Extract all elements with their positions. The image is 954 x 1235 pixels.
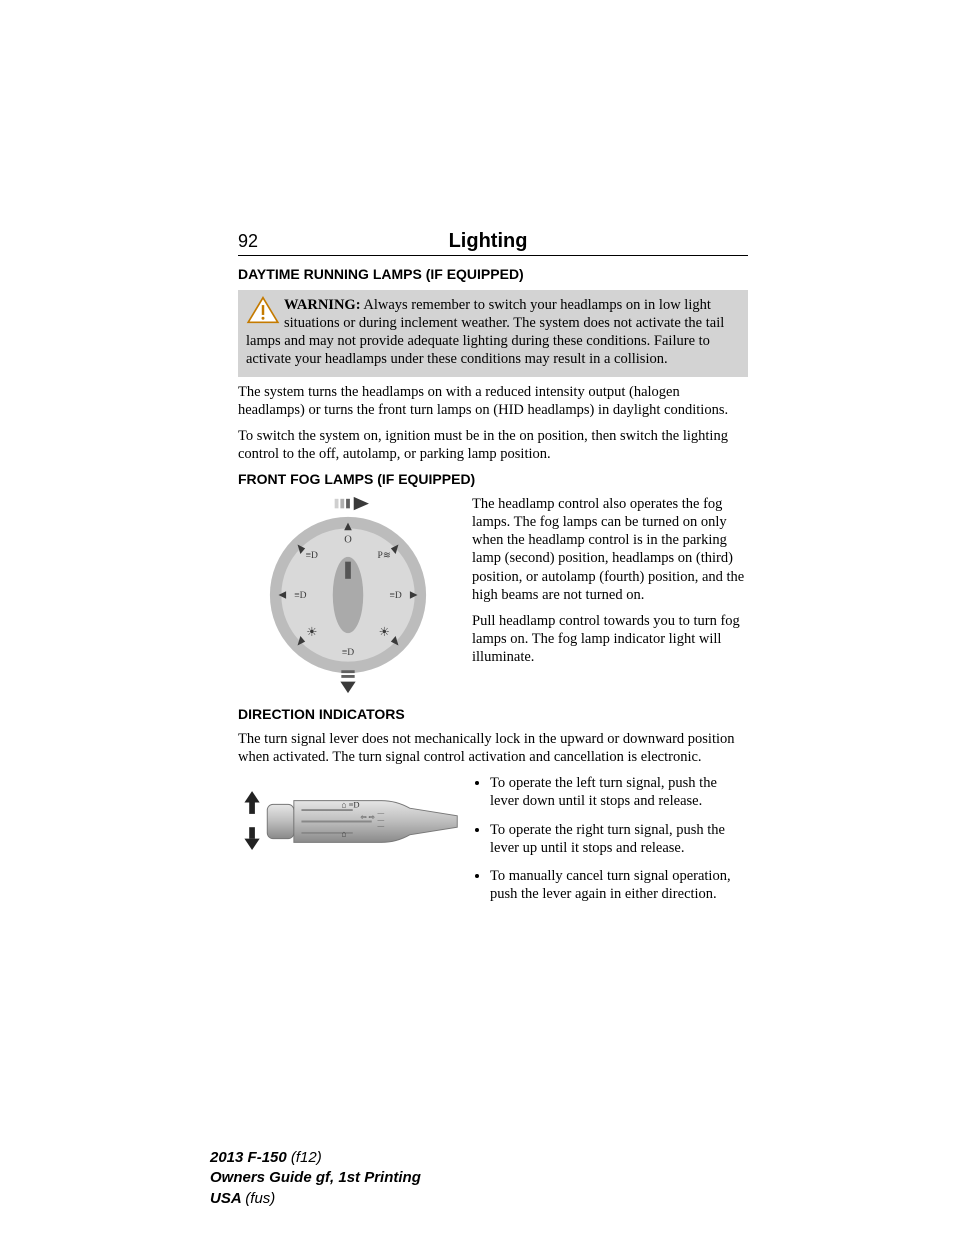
svg-text:—: — bbox=[376, 823, 384, 830]
body-paragraph: To switch the system on, ignition must b… bbox=[238, 427, 748, 463]
footer-guide: Owners Guide gf, 1st Printing bbox=[210, 1168, 421, 1188]
list-item: To manually cancel turn signal operation… bbox=[490, 867, 748, 903]
svg-text:☀: ☀ bbox=[379, 625, 390, 639]
svg-text:⇦ ⇨: ⇦ ⇨ bbox=[360, 813, 375, 822]
svg-text:⌂ ≡D: ⌂ ≡D bbox=[341, 800, 359, 810]
warning-box: WARNING: Always remember to switch your … bbox=[238, 290, 748, 377]
warning-triangle-icon bbox=[246, 296, 280, 324]
footer-region-code: (fus) bbox=[245, 1190, 275, 1207]
body-paragraph: The system turns the headlamps on with a… bbox=[238, 383, 748, 419]
svg-text:≡D: ≡D bbox=[389, 591, 401, 601]
svg-text:≡D: ≡D bbox=[306, 551, 318, 561]
warning-label: WARNING: bbox=[284, 297, 361, 313]
page-header: 92 Lighting bbox=[238, 230, 748, 256]
svg-text:P≋: P≋ bbox=[378, 551, 391, 561]
list-item: To operate the left turn signal, push th… bbox=[490, 774, 748, 810]
footer-model-code: (f12) bbox=[291, 1149, 322, 1166]
footer: 2013 F-150 (f12) Owners Guide gf, 1st Pr… bbox=[210, 1148, 421, 1209]
body-paragraph: The headlamp control also operates the f… bbox=[472, 495, 748, 604]
body-paragraph: The turn signal lever does not mechanica… bbox=[238, 730, 748, 766]
headlamp-dial-figure: O P≋ ≡D ☀ ≡D ☀ ≡D ≡D bbox=[238, 495, 458, 700]
direction-bullets: To operate the left turn signal, push th… bbox=[472, 774, 748, 913]
footer-region: USA bbox=[210, 1190, 245, 1207]
turn-lever-figure: ⌂ ≡D ⇦ ⇨ ⌂ — — — bbox=[238, 774, 458, 913]
section-heading-fog: FRONT FOG LAMPS (IF EQUIPPED) bbox=[238, 471, 748, 487]
svg-text:≡D: ≡D bbox=[294, 591, 306, 601]
chapter-title: Lighting bbox=[258, 230, 748, 253]
section-heading-drl: DAYTIME RUNNING LAMPS (IF EQUIPPED) bbox=[238, 266, 748, 282]
svg-text:⌂: ⌂ bbox=[341, 829, 346, 839]
svg-text:☀: ☀ bbox=[306, 625, 317, 639]
section-heading-direction: DIRECTION INDICATORS bbox=[238, 706, 748, 722]
footer-model: 2013 F-150 bbox=[210, 1149, 291, 1166]
list-item: To operate the right turn signal, push t… bbox=[490, 821, 748, 857]
svg-text:O: O bbox=[344, 535, 352, 546]
page-number: 92 bbox=[238, 231, 258, 252]
body-paragraph: Pull headlamp control towards you to tur… bbox=[472, 612, 748, 666]
svg-text:≡D: ≡D bbox=[342, 648, 354, 658]
